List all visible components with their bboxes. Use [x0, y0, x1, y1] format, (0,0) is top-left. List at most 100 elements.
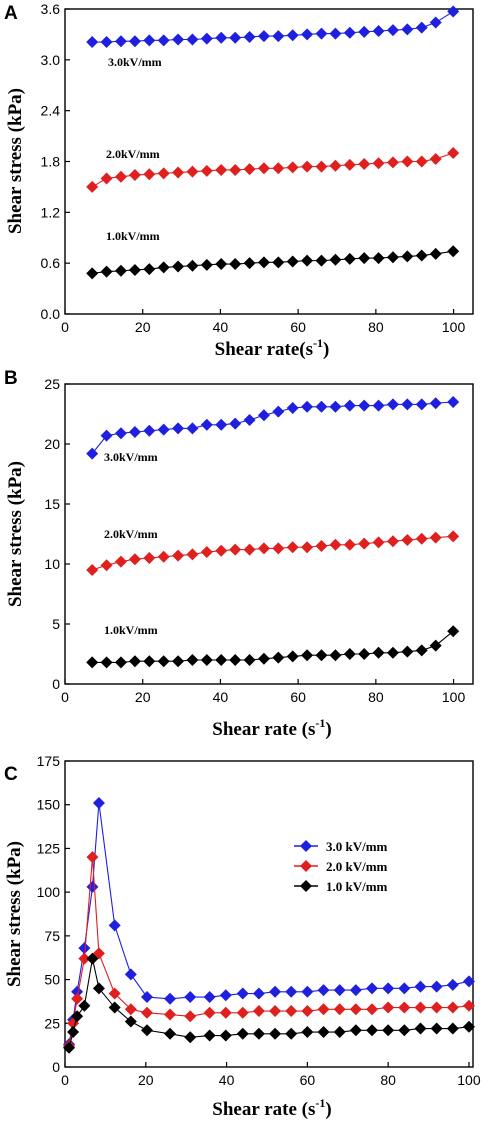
x-tick-label: 20 — [135, 319, 151, 335]
y-tick-label: 5 — [52, 616, 60, 632]
y-tick-label: 75 — [44, 928, 60, 944]
data-point-marker — [401, 534, 414, 546]
data-point-marker — [333, 984, 346, 997]
x-tick-label: 60 — [300, 1072, 316, 1088]
legend-marker — [300, 860, 312, 872]
y-tick-label: 15 — [44, 496, 60, 512]
data-point-marker — [86, 952, 99, 965]
data-point-marker — [301, 160, 314, 173]
data-point-marker — [358, 399, 371, 412]
data-point-marker — [71, 985, 84, 998]
y-tick-label: 0.0 — [41, 306, 61, 322]
y-axis-title: Shear stress (kPa) — [4, 841, 25, 987]
data-point-marker — [430, 1001, 443, 1014]
data-point-marker — [143, 168, 156, 181]
data-point-marker — [415, 155, 428, 168]
data-point-marker — [317, 984, 330, 997]
y-tick-label: 3.0 — [41, 52, 61, 68]
data-point-marker — [462, 1020, 475, 1033]
data-point-marker — [143, 34, 156, 47]
x-tick-label: 40 — [213, 689, 229, 705]
data-point-marker — [229, 258, 242, 271]
data-point-marker — [215, 31, 228, 44]
data-point-marker — [315, 27, 328, 40]
data-point-marker — [128, 169, 141, 182]
data-point-marker — [143, 263, 156, 276]
data-point-marker — [286, 650, 299, 663]
data-point-marker — [186, 422, 199, 435]
data-point-marker — [315, 160, 328, 173]
data-point-marker — [446, 1022, 459, 1035]
data-point-marker — [343, 252, 356, 265]
data-point-marker — [172, 166, 185, 179]
data-point-marker — [114, 35, 127, 48]
data-point-marker — [157, 261, 170, 274]
data-point-marker — [200, 258, 213, 271]
data-point-marker — [301, 649, 314, 662]
data-point-marker — [372, 646, 385, 659]
data-point-marker — [272, 405, 285, 418]
data-point-marker — [252, 987, 265, 1000]
data-point-marker — [382, 1001, 395, 1014]
data-point-marker — [86, 36, 99, 49]
series-label: 3.0kV/mm — [108, 55, 162, 69]
data-point-marker — [343, 26, 356, 39]
data-point-marker — [172, 655, 185, 668]
data-point-marker — [301, 1026, 314, 1039]
data-point-marker — [401, 645, 414, 658]
data-point-marker — [315, 254, 328, 267]
series-label: 1.0kV/mm — [104, 623, 158, 637]
panel-letter: C — [4, 764, 18, 785]
data-point-marker — [257, 162, 270, 175]
data-point-marker — [286, 402, 299, 414]
data-point-marker — [186, 165, 199, 178]
data-point-marker — [100, 429, 113, 442]
data-point-marker — [203, 991, 216, 1004]
data-point-marker — [236, 987, 249, 1000]
data-point-marker — [157, 423, 170, 436]
x-tick-label: 20 — [135, 689, 151, 705]
data-point-marker — [366, 1003, 379, 1016]
data-point-marker — [186, 548, 199, 561]
data-point-marker — [200, 164, 213, 177]
data-point-marker — [386, 156, 399, 169]
data-point-marker — [143, 552, 156, 564]
data-point-marker — [358, 158, 371, 171]
data-point-marker — [243, 30, 256, 43]
series-line — [68, 802, 470, 1045]
data-point-marker — [414, 980, 427, 993]
x-axis-title: Shear rate (s-1) — [212, 716, 331, 740]
data-point-marker — [358, 252, 371, 265]
data-point-marker — [236, 1006, 249, 1019]
data-point-marker — [430, 1022, 443, 1035]
data-point-marker — [329, 27, 342, 40]
series-1-0kv-mm — [86, 625, 460, 669]
data-point-marker — [257, 652, 270, 665]
y-tick-label: 1.2 — [41, 204, 61, 220]
data-point-marker — [386, 398, 399, 411]
data-point-marker — [415, 21, 428, 34]
data-point-marker — [329, 538, 342, 551]
data-point-marker — [447, 396, 460, 408]
y-tick-label: 20 — [44, 436, 60, 452]
data-point-marker — [333, 1003, 346, 1016]
data-point-marker — [272, 162, 285, 175]
data-point-marker — [157, 34, 170, 47]
data-point-marker — [229, 417, 242, 430]
data-point-marker — [447, 245, 460, 258]
data-point-marker — [301, 28, 314, 41]
data-point-marker — [269, 985, 282, 998]
series-3-0kv-mm — [86, 5, 460, 49]
data-point-marker — [401, 398, 414, 411]
data-point-marker — [186, 33, 199, 46]
data-point-marker — [86, 656, 99, 669]
data-point-marker — [429, 397, 442, 410]
panel-letter: A — [4, 3, 18, 24]
data-point-marker — [71, 992, 84, 1005]
data-point-marker — [200, 32, 213, 45]
data-point-marker — [329, 253, 342, 266]
y-tick-label: 100 — [37, 884, 61, 900]
data-point-marker — [172, 549, 185, 562]
x-tick-label: 60 — [290, 319, 306, 335]
